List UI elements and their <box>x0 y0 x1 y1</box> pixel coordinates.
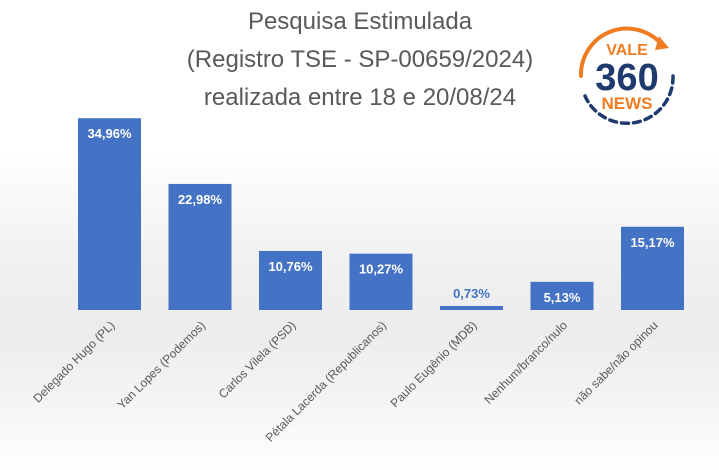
chart-title-line-3: realizada entre 18 e 20/08/24 <box>203 84 517 111</box>
bar <box>440 305 503 310</box>
bar <box>78 118 141 311</box>
data-label: 10,76% <box>268 259 313 274</box>
x-tick-label: Delegado Hugo (PL) <box>30 318 117 405</box>
data-label: 34,96% <box>87 126 132 141</box>
x-tick-label: não sabe/não opinou <box>571 318 660 407</box>
logo-dashed-arc-icon <box>583 74 675 125</box>
x-tick-label: Carlos Vilela (PSD) <box>216 318 299 401</box>
data-label: 5,13% <box>544 290 581 305</box>
x-tick-label: Yan Lopes (Podemos) <box>114 318 208 412</box>
vale-360-news-logo: VALE 360 NEWS <box>578 26 675 125</box>
bar <box>530 281 594 310</box>
bar <box>349 253 413 310</box>
bar <box>168 183 232 310</box>
bar <box>621 226 684 310</box>
logo-text-news: NEWS <box>602 94 653 113</box>
x-tick-label: Paulo Eugênio (MDB) <box>388 318 480 410</box>
bar <box>259 250 322 310</box>
data-label: 0,73% <box>453 286 490 301</box>
data-label: 10,27% <box>359 262 404 277</box>
x-tick-label: Nenhum/branco/nulo <box>481 318 570 407</box>
chart-title-line-2: (Registro TSE - SP-00659/2024) <box>186 46 534 73</box>
data-label: 15,17% <box>630 235 675 250</box>
logo-orange-arc-icon <box>578 26 665 78</box>
logo-text-vale: VALE <box>606 42 648 59</box>
data-label: 22,98% <box>178 192 223 207</box>
logo-text-360: 360 <box>595 57 658 99</box>
logo-arrow-icon <box>655 36 669 50</box>
chart-title-line-1: Pesquisa Estimulada <box>247 8 473 35</box>
